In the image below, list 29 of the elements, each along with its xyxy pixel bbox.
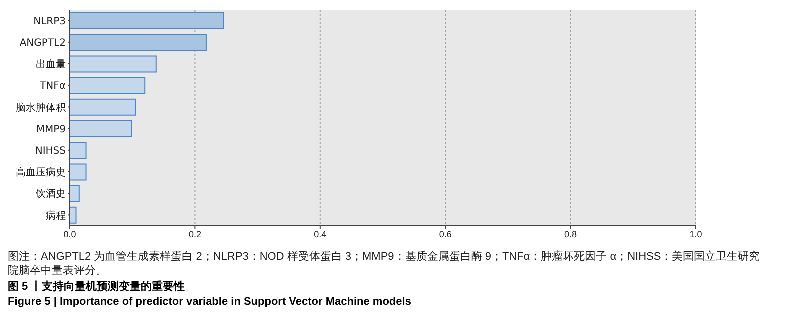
x-tick-label: 0.8 (564, 229, 578, 240)
y-tick-label: NIHSS (35, 146, 66, 157)
text: 图注：ANGPTL2 为血管生成素样蛋白 2；NLRP3：NOD 样受体蛋白 3；MMP9：基质金属蛋白酶 9；TNFα：肿瘤坏死因子 α；NIHSS：美国国立卫生研究院脑卒中量表评分。 (8, 250, 762, 278)
y-tick-label: 脑水肿体积 (16, 102, 66, 114)
y-tick-label: 出血量 (36, 58, 66, 71)
text: 图 5 丨支持向量机预测变量的重要性 (8, 280, 186, 295)
bar (70, 164, 87, 181)
x-tick-label: 0.4 (314, 229, 327, 240)
x-tick-label: 0.0 (64, 229, 76, 240)
y-tick-label: ANGPTL2 (20, 38, 66, 49)
bar (70, 120, 132, 138)
y-tick-label: NLRP3 (34, 16, 66, 28)
bar (70, 34, 207, 52)
y-tick-label: TNFα (39, 81, 66, 92)
bar (70, 142, 87, 160)
y-tick-label: MMP9 (36, 124, 66, 136)
y-tick-label: 饮酒史 (35, 188, 66, 200)
x-tick-label: 0.6 (439, 229, 452, 240)
bar (70, 77, 146, 94)
y-tick-label: 高血压病史 (16, 166, 66, 179)
bar (70, 12, 224, 30)
bar (70, 206, 77, 224)
bar (70, 98, 136, 116)
bar (70, 185, 80, 202)
bar (70, 56, 157, 73)
y-tick-label: 病程 (46, 210, 66, 222)
x-tick-label: 1.0 (690, 229, 702, 240)
x-tick-label: 0.2 (188, 229, 202, 240)
text: Figure 5 | Importance of predictor variable in Support Vector Machine models (8, 295, 412, 310)
